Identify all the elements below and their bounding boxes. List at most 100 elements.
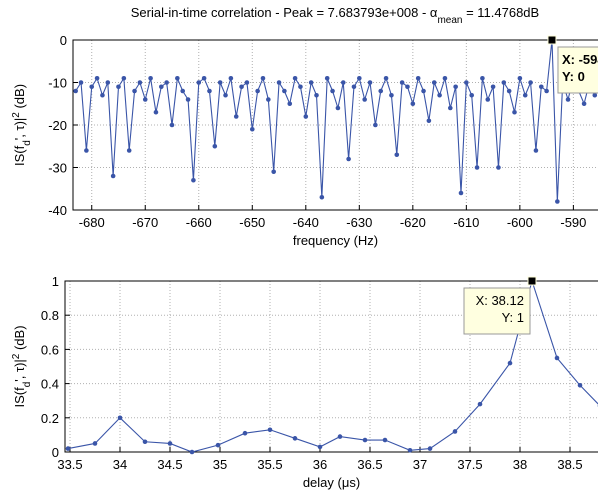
data-point [522, 92, 528, 98]
data-point [507, 360, 513, 366]
label-part: = 11.4768dB [462, 5, 539, 20]
x-axis-label: frequency (Hz) [293, 233, 378, 248]
x-tick-label: -600 [507, 215, 533, 230]
data-point [496, 165, 501, 170]
data-point [180, 88, 186, 94]
data-point [335, 105, 341, 111]
data-point [94, 75, 100, 81]
datatip-marker [547, 35, 557, 45]
data-point [480, 75, 485, 81]
data-point [126, 148, 132, 153]
data-point [292, 75, 298, 81]
y-tick-label: -20 [48, 118, 67, 133]
datatip-marker [527, 276, 537, 286]
data-point [217, 80, 223, 85]
data-point [533, 148, 539, 153]
data-point [351, 84, 357, 90]
x-tick-label: 36 [313, 457, 327, 472]
data-point [65, 446, 71, 451]
x-tick-label: -630 [346, 215, 372, 230]
data-point [276, 80, 282, 85]
data-point [357, 75, 362, 81]
x-tick-label: -670 [132, 215, 158, 230]
data-point [410, 101, 416, 107]
data-point [78, 80, 84, 85]
data-point [442, 75, 448, 81]
data-point [346, 156, 351, 162]
data-point [255, 88, 260, 94]
x-axis-label: delay (μs) [303, 475, 360, 490]
data-point [239, 84, 244, 90]
label-part: ', τ)| [12, 359, 27, 382]
data-point [490, 84, 496, 90]
data-point [159, 84, 164, 90]
x-tick-label: -660 [186, 215, 212, 230]
data-point [389, 92, 394, 98]
data-point [215, 442, 221, 448]
data-point [266, 97, 271, 102]
data-point [167, 441, 173, 446]
data-point [517, 75, 523, 81]
data-point [142, 439, 148, 445]
data-point [458, 190, 464, 196]
x-tick-label: -610 [453, 215, 479, 230]
y-tick-label: -10 [48, 76, 67, 91]
data-point [474, 165, 480, 170]
label-part: 2 [11, 353, 22, 359]
y-tick-label: 0.6 [41, 342, 59, 357]
data-point [185, 97, 191, 102]
data-point [189, 449, 195, 455]
data-point [84, 148, 89, 153]
data-point [207, 88, 212, 94]
x-tick-label: 36.5 [357, 457, 382, 472]
data-point [201, 75, 207, 81]
data-point [267, 427, 273, 433]
data-point [319, 194, 325, 200]
label-part: IS(f [12, 145, 27, 166]
data-point [399, 80, 405, 85]
x-tick-label: -680 [79, 215, 105, 230]
data-point [373, 122, 378, 128]
data-point [512, 109, 517, 115]
x-tick-label: 37 [413, 457, 427, 472]
data-point [223, 92, 228, 98]
data-point [528, 80, 533, 85]
data-point [431, 80, 437, 85]
data-point [447, 105, 453, 111]
y-tick-label: 0 [60, 33, 67, 48]
data-point [477, 401, 483, 407]
data-point [330, 88, 335, 94]
data-point [538, 84, 544, 90]
datatip-box [557, 46, 598, 94]
data-point [249, 126, 255, 132]
x-tick-label: 38 [513, 457, 527, 472]
data-point [282, 88, 287, 94]
data-point [116, 84, 121, 90]
data-point [175, 75, 180, 81]
data-point [437, 92, 442, 98]
data-point [383, 75, 389, 81]
data-point [337, 434, 343, 439]
data-point [148, 75, 153, 81]
data-point [303, 114, 309, 119]
data-point [233, 114, 239, 119]
data-point [506, 88, 512, 94]
label-part: 2 [11, 112, 22, 118]
label-part: mean [437, 15, 462, 26]
data-point [407, 447, 413, 453]
data-point [271, 169, 276, 175]
datatip-label: X: 38.12 [476, 293, 524, 308]
x-tick-label: -650 [239, 215, 265, 230]
data-point [452, 429, 458, 434]
x-tick-label: 35.5 [257, 457, 282, 472]
data-point [92, 441, 98, 446]
label-part: d [22, 382, 33, 388]
datatip-label: Y: 0 [562, 69, 585, 84]
y-tick-label: -30 [48, 161, 67, 176]
y-tick-label: 1 [52, 274, 59, 289]
data-point [110, 173, 116, 179]
data-point [287, 101, 293, 107]
label-part: Serial-in-time correlation - Peak = 7.68… [131, 5, 438, 20]
x-tick-label: 37.5 [457, 457, 482, 472]
